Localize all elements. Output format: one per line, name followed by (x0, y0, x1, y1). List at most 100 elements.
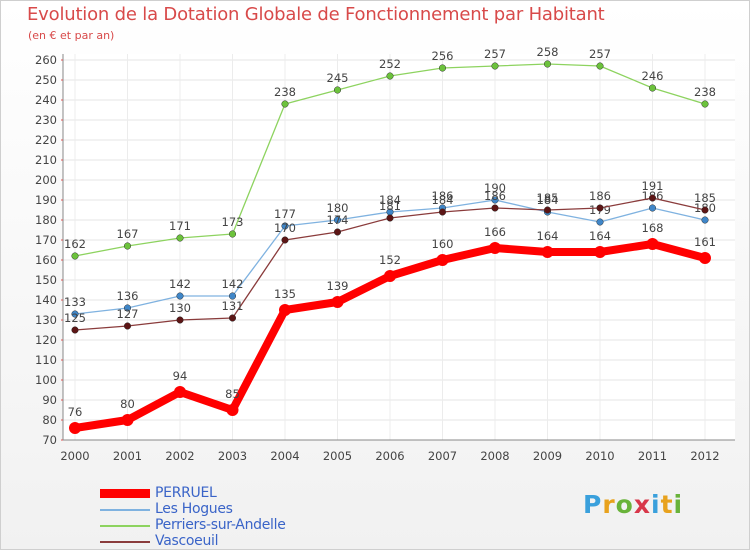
data-label-vascoeuil: 131 (222, 299, 244, 313)
data-point-perruel (699, 252, 711, 264)
data-point-les-hogues (176, 292, 184, 300)
data-point-vascoeuil (228, 314, 237, 322)
data-point-perruel (121, 414, 134, 426)
data-label-perruel: 76 (68, 405, 83, 419)
data-point-les-hogues (71, 310, 79, 318)
data-point-perriers-sur-andelle (701, 100, 709, 108)
x-tick-label: 2008 (480, 449, 509, 463)
x-tick-label: 2003 (218, 449, 247, 463)
data-label-vascoeuil: 127 (117, 307, 139, 321)
data-label-perruel: 160 (432, 237, 454, 251)
data-label-perriers-sur-andelle: 245 (327, 71, 349, 85)
data-point-vascoeuil (491, 204, 499, 212)
data-point-perriers-sur-andelle (543, 60, 552, 68)
data-point-perriers-sur-andelle (176, 234, 184, 242)
data-point-vascoeuil (71, 326, 79, 334)
data-label-vascoeuil: 186 (484, 189, 506, 203)
x-tick-label: 2004 (270, 449, 299, 463)
data-point-perruel (436, 254, 449, 266)
y-tick-label: 210 (35, 153, 57, 167)
data-label-les-hogues: 133 (64, 295, 86, 309)
data-label-vascoeuil: 184 (432, 193, 454, 207)
y-tick-label: 140 (35, 293, 57, 307)
data-label-les-hogues: 142 (169, 277, 191, 291)
data-label-perriers-sur-andelle: 162 (64, 237, 86, 251)
data-point-les-hogues (701, 216, 709, 224)
data-label-vascoeuil: 125 (64, 311, 86, 325)
data-label-perruel: 80 (120, 397, 135, 411)
data-label-perruel: 152 (379, 253, 401, 267)
x-tick-label: 2007 (428, 449, 457, 463)
y-tick-label: 170 (35, 233, 57, 247)
data-point-vascoeuil (438, 208, 447, 216)
data-point-vascoeuil (543, 206, 552, 214)
data-label-perriers-sur-andelle: 257 (589, 47, 611, 61)
data-label-perriers-sur-andelle: 258 (537, 45, 559, 59)
data-point-perriers-sur-andelle (596, 62, 604, 70)
data-label-les-hogues: 177 (274, 207, 296, 221)
data-label-perruel: 164 (537, 229, 559, 243)
legend-swatch-perruel (100, 489, 150, 498)
data-point-perruel (541, 246, 554, 258)
legend-swatch-les-hogues (100, 509, 150, 511)
data-point-perriers-sur-andelle (648, 84, 657, 92)
data-point-les-hogues (228, 292, 237, 300)
data-point-perruel (594, 246, 606, 258)
y-tick-label: 200 (35, 173, 57, 187)
data-label-perriers-sur-andelle: 252 (379, 57, 401, 71)
data-point-perruel (646, 238, 659, 250)
data-point-vascoeuil (701, 206, 709, 214)
x-tick-label: 2009 (533, 449, 562, 463)
data-point-perruel (384, 270, 396, 282)
y-tick-label: 80 (42, 413, 57, 427)
x-tick-label: 2012 (690, 449, 719, 463)
x-tick-label: 2005 (323, 449, 352, 463)
data-label-perriers-sur-andelle: 238 (694, 85, 716, 99)
logo-letter: i (673, 490, 684, 519)
data-label-perruel: 85 (225, 387, 240, 401)
x-tick-label: 2006 (375, 449, 404, 463)
data-label-perruel: 168 (642, 221, 664, 235)
data-label-vascoeuil: 185 (537, 191, 559, 205)
data-label-perriers-sur-andelle: 246 (642, 69, 664, 83)
data-label-perriers-sur-andelle: 173 (222, 215, 244, 229)
data-point-perruel (69, 422, 81, 434)
data-label-perruel: 135 (274, 287, 296, 301)
data-point-les-hogues (596, 218, 604, 226)
chart-subtitle: (en € et par an) (28, 29, 115, 42)
data-point-perruel (279, 304, 291, 316)
data-label-vascoeuil: 186 (589, 189, 611, 203)
data-label-les-hogues: 186 (432, 189, 454, 203)
legend-label-perruel: PERRUEL (155, 485, 217, 501)
chart-title: Evolution de la Dotation Globale de Fonc… (27, 4, 605, 25)
data-label-perruel: 94 (173, 369, 188, 383)
y-tick-label: 160 (35, 253, 57, 267)
data-point-perruel (331, 296, 344, 308)
data-label-perriers-sur-andelle: 171 (169, 219, 191, 233)
data-label-les-hogues: 136 (117, 289, 139, 303)
data-point-les-hogues (281, 222, 289, 230)
y-tick-label: 150 (35, 273, 57, 287)
y-tick-label: 70 (42, 433, 57, 447)
logo-letter: x (633, 490, 651, 519)
y-tick-label: 90 (42, 393, 57, 407)
data-point-perruel (174, 386, 186, 398)
data-point-perriers-sur-andelle (228, 230, 237, 238)
logo-letter: o (615, 490, 634, 519)
data-point-vascoeuil (596, 204, 604, 212)
data-point-vascoeuil (176, 316, 184, 324)
proxiti-logo: Proxiti (583, 490, 683, 519)
y-tick-label: 190 (35, 193, 57, 207)
data-label-les-hogues: 142 (222, 277, 244, 291)
x-tick-label: 2011 (638, 449, 667, 463)
data-label-vascoeuil: 191 (642, 179, 664, 193)
data-point-perruel (226, 404, 239, 416)
data-label-perruel: 164 (589, 229, 611, 243)
legend-label-perriers: Perriers-sur-Andelle (155, 517, 286, 533)
data-label-les-hogues: 184 (537, 193, 559, 207)
data-label-vascoeuil: 174 (327, 213, 349, 227)
data-point-perriers-sur-andelle (281, 100, 289, 108)
data-label-vascoeuil: 170 (274, 221, 296, 235)
logo-letter: r (602, 490, 616, 519)
